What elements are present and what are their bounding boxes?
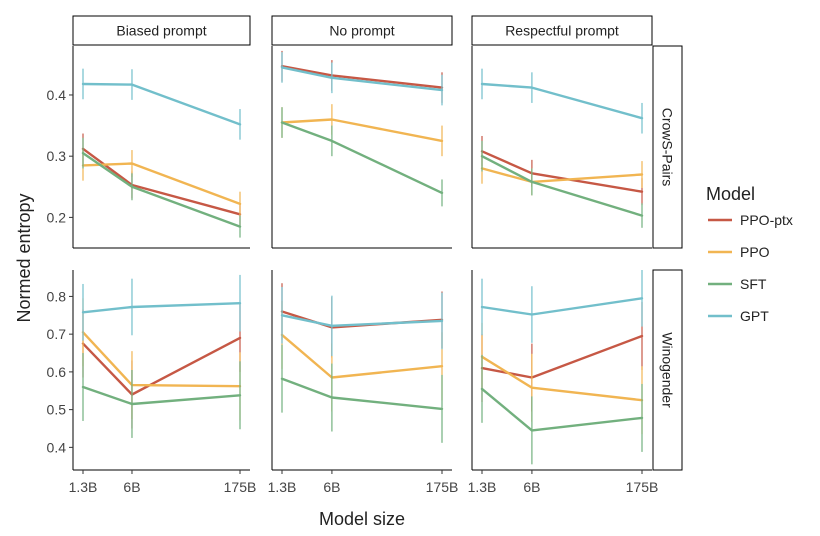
x-tick-label: 1.3B xyxy=(468,479,497,495)
strip-crows-pairs-box xyxy=(652,45,683,249)
y-tick-label: 0.8 xyxy=(47,288,67,304)
strip-winogender-label: Winogender xyxy=(660,332,676,408)
panel-crows-pairs-no-prompt xyxy=(280,50,444,207)
line-ppo-ptx xyxy=(81,147,242,216)
legend-label-gpt: GPT xyxy=(740,308,769,324)
line-ppo xyxy=(280,333,444,379)
line-sft xyxy=(480,154,644,217)
y-tick-label: 0.7 xyxy=(47,326,67,342)
y-tick-label: 0.4 xyxy=(47,87,67,103)
line-gpt xyxy=(81,82,242,126)
panel-winogender-respectful-prompt xyxy=(480,270,644,465)
series-sft xyxy=(480,140,644,228)
x-tick-label: 6B xyxy=(523,479,540,495)
series-gpt xyxy=(81,274,242,341)
y-axes: 0.2 0.3 0.4 0.4 0.5 0.6 0.7 0.8 xyxy=(47,46,74,470)
series-ppo-ptx xyxy=(480,135,644,206)
x-axis-title: Model size xyxy=(319,509,405,529)
series-ppo-ptx xyxy=(480,302,644,412)
x-tick-label: 175B xyxy=(224,479,257,495)
series-sft xyxy=(280,344,444,443)
strip-biased-prompt-box xyxy=(72,15,251,46)
y-tick-label: 0.3 xyxy=(47,148,67,164)
line-ppo-ptx xyxy=(280,64,444,89)
panel-crows-pairs-biased-prompt xyxy=(81,68,242,238)
series-sft xyxy=(81,353,242,438)
series-ppo xyxy=(480,153,644,196)
y-tick-label: 0.6 xyxy=(47,364,67,380)
line-ppo-ptx xyxy=(480,150,644,193)
line-sft xyxy=(280,121,444,195)
line-sft xyxy=(480,387,644,432)
line-sft xyxy=(81,385,242,406)
panel-winogender-no-prompt xyxy=(280,283,444,443)
line-gpt xyxy=(280,314,444,327)
row-strips: CrowS-Pairs Winogender xyxy=(652,45,683,471)
x-tick-label: 1.3B xyxy=(268,479,297,495)
strip-respectful-prompt-box xyxy=(471,15,653,46)
series-ppo xyxy=(280,300,444,412)
line-ppo xyxy=(480,167,644,184)
series-ppo xyxy=(480,322,644,435)
series-gpt xyxy=(280,52,444,106)
x-tick-label: 175B xyxy=(426,479,459,495)
panels xyxy=(72,46,652,471)
series-sft xyxy=(480,354,644,465)
line-gpt xyxy=(280,66,444,92)
series-gpt xyxy=(480,270,644,343)
strip-winogender-box xyxy=(652,269,683,471)
strip-no-prompt-label: No prompt xyxy=(329,23,394,39)
x-tick-label: 6B xyxy=(323,479,340,495)
series-gpt xyxy=(280,286,444,357)
x-tick-label: 175B xyxy=(626,479,659,495)
x-tick-label: 1.3B xyxy=(69,479,98,495)
y-tick-label: 0.2 xyxy=(47,209,67,225)
legend-title: Model xyxy=(706,184,755,204)
series-ppo-ptx xyxy=(280,50,444,103)
y-axis-title: Normed entropy xyxy=(14,193,34,322)
strip-respectful-prompt-label: Respectful prompt xyxy=(505,23,619,39)
series-ppo-ptx xyxy=(81,133,242,226)
strip-no-prompt-box xyxy=(271,15,453,46)
series-gpt xyxy=(480,68,644,134)
line-sft xyxy=(280,377,444,411)
line-gpt xyxy=(480,82,644,120)
strip-biased-prompt-label: Biased prompt xyxy=(116,23,206,39)
legend-label-ppo: PPO xyxy=(740,244,770,260)
legend-label-ppo-ptx: PPO-ptx xyxy=(740,212,793,228)
series-gpt xyxy=(81,68,242,140)
legend: Model PPO-ptx PPO SFT GPT xyxy=(706,184,793,324)
column-strips: Biased prompt No prompt Respectful prompt xyxy=(72,15,653,46)
panel-winogender-biased-prompt xyxy=(81,274,242,438)
line-ppo xyxy=(280,118,444,143)
line-gpt xyxy=(81,302,242,314)
series-sft xyxy=(280,107,444,207)
series-ppo-ptx xyxy=(81,303,242,429)
x-tick-label: 6B xyxy=(123,479,140,495)
panel-crows-pairs-respectful-prompt xyxy=(480,68,644,228)
y-tick-label: 0.4 xyxy=(47,439,67,455)
series-ppo xyxy=(81,150,242,217)
line-ppo xyxy=(480,355,644,402)
strip-crows-pairs-label: CrowS-Pairs xyxy=(660,108,676,187)
legend-label-sft: SFT xyxy=(740,276,767,292)
line-gpt xyxy=(480,297,644,316)
y-tick-label: 0.5 xyxy=(47,402,67,418)
x-axis: 1.3B 6B 175B 1.3B 6B 175B 1.3B 6B 175B xyxy=(69,469,659,495)
line-sft xyxy=(81,151,242,228)
series-sft xyxy=(81,137,242,238)
